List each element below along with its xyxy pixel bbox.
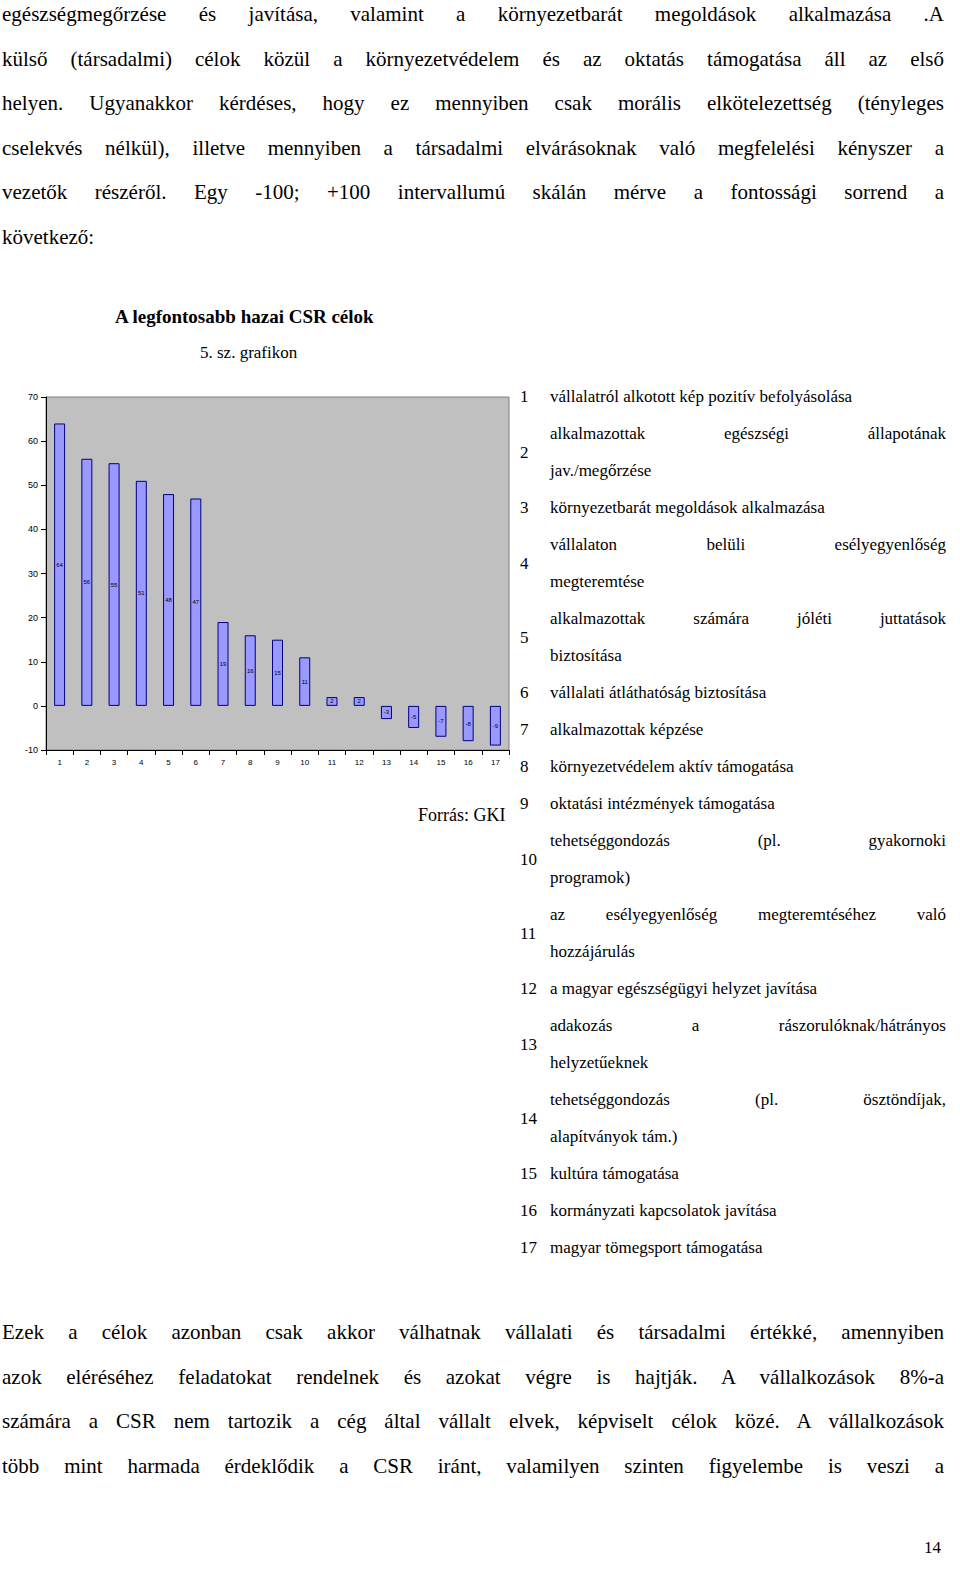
svg-text:16: 16 — [464, 758, 473, 767]
html-text:azok eléréséhez feladatokat re: azok eléréséhez feladatokat rendelnek és… — [2, 1364, 944, 1389]
svg-text:1: 1 — [57, 758, 62, 767]
svg-text:48: 48 — [165, 597, 172, 603]
html-text:16: 16 — [520, 1201, 537, 1220]
html-text:cselekvés nélkül), illetve men: cselekvés nélkül), illetve mennyiben a t… — [2, 135, 944, 160]
html-text:5. sz. grafikon: 5. sz. grafikon — [200, 343, 298, 362]
svg-text:47: 47 — [192, 599, 199, 605]
html-text:az esélyegyenlőség megteremtés: az esélyegyenlőség megteremtéséhez való — [550, 905, 946, 924]
html-text:külső (társadalmi) célok közül: külső (társadalmi) célok közül a környez… — [2, 46, 944, 71]
svg-text:15: 15 — [274, 670, 281, 676]
svg-text:0: 0 — [33, 701, 38, 711]
svg-text:60: 60 — [28, 436, 38, 446]
svg-text:-8: -8 — [465, 721, 471, 727]
html-text:számára a CSR nem tartozik a c: számára a CSR nem tartozik a cég által v… — [2, 1409, 944, 1434]
html-text:15: 15 — [520, 1164, 537, 1183]
html-text:helyen. Ugyanakkor kérdéses, h: helyen. Ugyanakkor kérdéses, hogy ez men… — [2, 91, 944, 116]
html-text:egészségmegőrzése és javítása,: egészségmegőrzése és javítása, valamint … — [2, 2, 944, 26]
html-text:környezetvédelem aktív támogat: környezetvédelem aktív támogatása — [550, 757, 794, 776]
html-text:adakozás a rászorulóknak/hátrá: adakozás a rászorulóknak/hátrányos — [550, 1016, 946, 1035]
html-text:alapítványok tám.): alapítványok tám.) — [550, 1127, 678, 1146]
html-text:magyar tömegsport támogatása: magyar tömegsport támogatása — [550, 1238, 763, 1257]
html-text:10: 10 — [520, 849, 537, 869]
svg-text:13: 13 — [382, 758, 391, 767]
svg-text:2: 2 — [330, 698, 334, 704]
html-text:6: 6 — [520, 683, 529, 702]
svg-text:2: 2 — [85, 758, 90, 767]
html-text:kormányzati kapcsolatok javítá: kormányzati kapcsolatok javítása — [550, 1201, 777, 1220]
html-text:8: 8 — [520, 757, 529, 776]
html-text:helyzetűeknek: helyzetűeknek — [550, 1053, 649, 1072]
svg-text:70: 70 — [28, 392, 38, 402]
svg-text:55: 55 — [111, 582, 118, 588]
svg-text:12: 12 — [355, 758, 364, 767]
svg-text:20: 20 — [28, 613, 38, 623]
html-text:vállalatról alkotott kép pozit: vállalatról alkotott kép pozitív befolyá… — [550, 387, 853, 406]
html-text:tehetséggondozás (pl. gyakorno: tehetséggondozás (pl. gyakornoki — [550, 831, 946, 850]
html-text:programok): programok) — [550, 868, 631, 887]
html-text:vállalaton belüli esélyegyenlő: vállalaton belüli esélyegyenlőség — [550, 535, 946, 554]
svg-text:30: 30 — [28, 569, 38, 579]
html-text:vállalati átláthatóság biztosí: vállalati átláthatóság biztosítása — [550, 683, 767, 702]
html-text:2: 2 — [520, 442, 529, 462]
html-text:17: 17 — [520, 1238, 537, 1257]
html-text:több mint harmada érdeklődik a: több mint harmada érdeklődik a CSR iránt… — [2, 1453, 944, 1478]
svg-text:11: 11 — [328, 758, 337, 767]
html-text:kultúra támogatása: kultúra támogatása — [550, 1164, 679, 1183]
svg-text:-5: -5 — [411, 714, 417, 720]
html-text:11: 11 — [520, 923, 537, 943]
html-text:megteremtése: megteremtése — [550, 572, 645, 591]
svg-text:17: 17 — [491, 758, 500, 767]
svg-text:64: 64 — [56, 562, 63, 568]
html-text:14: 14 — [520, 1108, 537, 1128]
html-text:biztosítása: biztosítása — [550, 646, 622, 665]
svg-text:6: 6 — [194, 758, 199, 767]
html-text:12: 12 — [520, 979, 537, 998]
svg-text:8: 8 — [248, 758, 253, 767]
html-text:5: 5 — [520, 627, 529, 647]
html-text:Ezek a célok azonban csak akko: Ezek a célok azonban csak akkor válhatna… — [2, 1320, 944, 1344]
html-text:környezetbarát megoldások alka: környezetbarát megoldások alkalmazása — [550, 498, 825, 517]
html-text:a magyar egészségügyi helyzet: a magyar egészségügyi helyzet javítása — [550, 979, 818, 998]
html-text:oktatási intézmények támogatás: oktatási intézmények támogatása — [550, 794, 775, 813]
svg-text:-7: -7 — [438, 718, 444, 724]
svg-text:2: 2 — [358, 698, 362, 704]
html-text:14: 14 — [924, 1538, 941, 1557]
svg-text:-9: -9 — [493, 723, 499, 729]
svg-text:3: 3 — [112, 758, 117, 767]
svg-text:-10: -10 — [25, 745, 38, 755]
html-text:1: 1 — [520, 387, 529, 406]
svg-text:19: 19 — [220, 661, 227, 667]
html-text:7: 7 — [520, 720, 529, 739]
html-text:Forrás: GKI: Forrás: GKI — [418, 805, 506, 825]
html-text:A legfontosabb hazai CSR célok: A legfontosabb hazai CSR célok — [115, 306, 374, 327]
html-text:jav./megőrzése: jav./megőrzése — [550, 461, 652, 480]
svg-text:10: 10 — [300, 758, 309, 767]
svg-text:5: 5 — [166, 758, 171, 767]
html-text:3: 3 — [520, 498, 529, 517]
html-text:tehetséggondozás (pl. ösztöndí: tehetséggondozás (pl. ösztöndíjak, — [550, 1090, 946, 1109]
html-text:13: 13 — [520, 1034, 537, 1054]
svg-text:10: 10 — [28, 657, 38, 667]
svg-text:16: 16 — [247, 668, 254, 674]
svg-text:40: 40 — [28, 524, 38, 534]
svg-text:50: 50 — [28, 480, 38, 490]
html-text:hozzájárulás: hozzájárulás — [550, 942, 635, 961]
svg-text:4: 4 — [139, 758, 144, 767]
html-text:alkalmazottak egészségi állapo: alkalmazottak egészségi állapotának — [550, 424, 946, 443]
svg-text:11: 11 — [302, 679, 309, 685]
svg-text:7: 7 — [221, 758, 226, 767]
svg-text:14: 14 — [409, 758, 418, 767]
html-text:következő:: következő: — [2, 225, 95, 249]
html-text:alkalmazottak képzése: alkalmazottak képzése — [550, 720, 704, 739]
html-text:vezetők részéről. Egy -100; +1: vezetők részéről. Egy -100; +100 interva… — [2, 180, 944, 205]
svg-text:9: 9 — [275, 758, 280, 767]
svg-text:15: 15 — [436, 758, 445, 767]
html-text:4: 4 — [520, 553, 529, 573]
svg-text:-3: -3 — [384, 709, 390, 715]
svg-text:56: 56 — [84, 579, 91, 585]
html-text:9: 9 — [520, 794, 529, 813]
svg-text:51: 51 — [138, 590, 145, 596]
html-text:alkalmazottak számára jóléti j: alkalmazottak számára jóléti juttatások — [550, 609, 946, 628]
